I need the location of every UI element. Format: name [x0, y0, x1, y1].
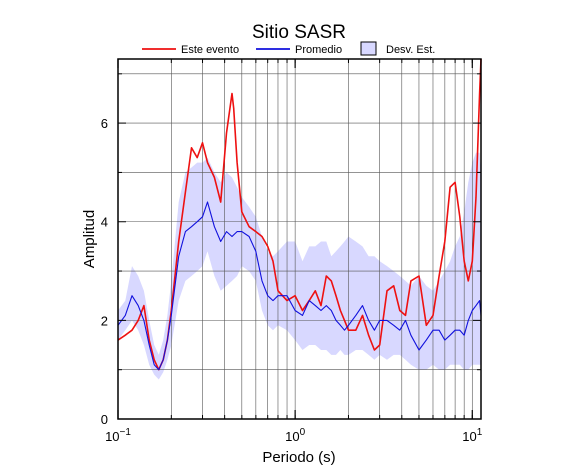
x-tick-label: 100 — [285, 427, 305, 444]
y-tick-label: 4 — [101, 215, 108, 230]
y-tick-label: 6 — [101, 116, 108, 131]
y-tick-label: 2 — [101, 313, 108, 328]
series-line-promedio — [117, 201, 482, 371]
plot-area: 0 2 4 6 10−1 100 101 — [101, 58, 483, 444]
std-band — [118, 152, 481, 380]
legend-swatch — [360, 41, 377, 56]
ticks: 0 2 4 6 10−1 100 101 — [101, 59, 483, 444]
plot-frame — [117, 58, 482, 420]
x-axis-label: Periodo (s) — [262, 449, 335, 466]
legend-label: Promedio — [295, 44, 342, 56]
legend: Este evento Promedio Desv. Est. — [142, 41, 435, 56]
series-line-este-evento — [117, 58, 482, 371]
y-axis-label: Amplitud — [81, 210, 98, 268]
x-tick-label: 10−1 — [105, 427, 131, 444]
std-band-layer — [118, 152, 481, 380]
series-layer — [117, 58, 482, 371]
y-tick-label: 0 — [101, 412, 108, 427]
chart-title: Sitio SASR — [252, 22, 346, 43]
legend-label: Este evento — [181, 44, 239, 56]
x-tick-label: 101 — [462, 427, 482, 444]
legend-label: Desv. Est. — [386, 44, 435, 56]
